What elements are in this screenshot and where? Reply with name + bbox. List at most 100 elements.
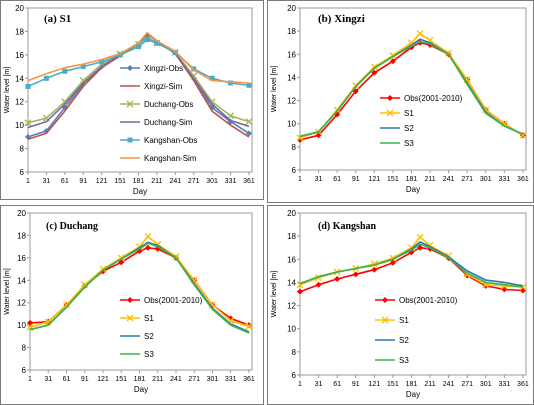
data-point <box>135 44 141 50</box>
panel-frame <box>0 205 264 405</box>
x-tick-label: 271 <box>188 178 200 185</box>
data-point <box>209 75 215 81</box>
x-tick-label: 301 <box>206 178 218 185</box>
data-point <box>61 98 69 106</box>
x-tick-label: 361 <box>517 381 529 388</box>
data-point <box>315 281 322 288</box>
x-axis-label: Day <box>133 187 147 196</box>
x-tick-label: 301 <box>480 381 492 388</box>
x-tick-label: 31 <box>43 178 51 185</box>
x-tick-label: 1 <box>298 381 302 388</box>
x-tick-label: 241 <box>169 178 181 185</box>
y-tick-label: 14 <box>287 73 296 82</box>
x-tick-label: 1 <box>298 176 302 183</box>
x-tick-label: 121 <box>368 381 380 388</box>
x-tick-label: 361 <box>517 176 529 183</box>
y-tick-label: 10 <box>287 325 296 334</box>
x-tick-label: 361 <box>243 376 255 383</box>
legend: Obs(2001-2010) S1 S2 S3 <box>120 296 203 359</box>
y-tick-label: 6 <box>20 168 25 177</box>
data-point <box>245 322 253 330</box>
y-tick-label: 8 <box>22 344 27 353</box>
y-tick-label: 10 <box>287 120 296 129</box>
data-point <box>416 233 424 241</box>
series-s3 <box>299 243 524 288</box>
panel-title: (a) S1 <box>44 13 71 25</box>
panel-title: (b) Xingzi <box>318 13 365 25</box>
data-point <box>371 266 378 273</box>
legend-entry: Duchang-Obs <box>144 100 193 109</box>
y-tick-label: 20 <box>15 4 24 13</box>
panel-frame <box>267 0 534 203</box>
chart-panel-d: 6 8 10 12 14 16 18 20 1 31 61 91 121 151 181 211 241 271 3… <box>267 205 534 405</box>
y-tick-label: 16 <box>287 255 296 264</box>
data-point <box>445 49 453 57</box>
y-tick-label: 12 <box>287 302 296 311</box>
series-line <box>299 40 524 138</box>
y-tick-label: 8 <box>20 145 25 154</box>
x-tick-label: 241 <box>443 381 455 388</box>
legend-entry: S1 <box>404 109 414 118</box>
data-point <box>79 77 87 85</box>
legend-marker <box>381 316 389 324</box>
x-tick-label: 91 <box>352 381 360 388</box>
legend-entry: Kangshan-Sim <box>144 154 197 163</box>
legend-marker <box>127 297 133 303</box>
panel-frame <box>267 205 534 405</box>
x-tick-label: 211 <box>151 178 162 185</box>
series-s3 <box>29 242 250 334</box>
y-axis-label: Water level [m] <box>4 67 11 113</box>
y-axis-label: Water level [m] <box>271 271 278 317</box>
x-tick-label: 331 <box>498 176 510 183</box>
x-tick-label: 151 <box>114 178 126 185</box>
x-tick-label: 61 <box>333 176 341 183</box>
legend-marker <box>127 65 133 71</box>
x-tick-label: 121 <box>97 376 109 383</box>
y-tick-label: 12 <box>287 97 296 106</box>
data-point <box>62 301 70 309</box>
legend: Xingzi-Obs Xingzi-Sim Duchang-Obs Duchang-S… <box>120 64 197 163</box>
y-tick-label: 14 <box>17 276 26 285</box>
legend-entry: Xingzi-Obs <box>144 64 183 73</box>
series-line <box>27 37 250 124</box>
x-tick-label: 271 <box>461 381 473 388</box>
y-tick-label: 10 <box>17 321 26 330</box>
legend-entry: S1 <box>399 316 409 325</box>
legend-marker <box>126 314 134 322</box>
x-tick-label: 121 <box>368 176 380 183</box>
legend-marker <box>382 297 388 303</box>
data-point <box>25 83 31 89</box>
data-point <box>27 319 33 326</box>
panel-frame <box>0 0 264 200</box>
y-tick-label: 12 <box>17 299 26 308</box>
data-point <box>144 244 151 251</box>
data-point <box>389 259 396 266</box>
x-tick-label: 91 <box>79 178 87 185</box>
series-line <box>29 235 250 329</box>
data-point <box>297 288 303 295</box>
y-tick-label: 16 <box>287 50 296 59</box>
data-point <box>208 98 216 106</box>
y-tick-label: 14 <box>15 74 24 83</box>
series-line <box>299 243 524 288</box>
data-point <box>370 63 378 71</box>
y-tick-label: 6 <box>292 166 297 175</box>
data-point <box>172 50 178 56</box>
legend-marker <box>126 100 134 108</box>
x-tick-label: 31 <box>315 381 323 388</box>
data-point <box>500 120 508 128</box>
series-duchang-obs <box>24 34 253 127</box>
x-tick-label: 271 <box>461 176 473 183</box>
y-axis-label: Water level [m] <box>271 66 278 112</box>
data-point <box>24 119 32 127</box>
data-point <box>245 130 252 137</box>
legend-entry: S3 <box>144 350 154 359</box>
y-tick-label: 18 <box>15 27 24 36</box>
data-point <box>245 118 253 126</box>
data-point <box>246 82 252 88</box>
x-tick-label: 181 <box>133 178 145 185</box>
y-tick-label: 12 <box>15 98 24 107</box>
data-point <box>334 275 341 282</box>
